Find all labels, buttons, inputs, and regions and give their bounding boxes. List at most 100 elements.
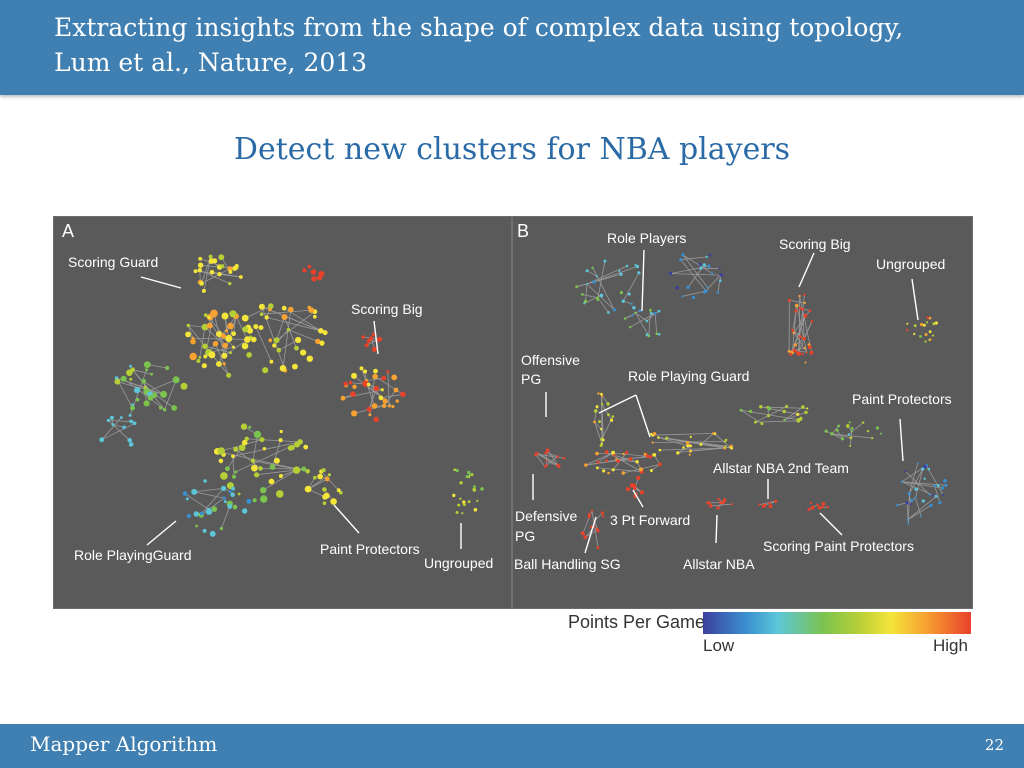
role-players-left-node [618, 269, 621, 272]
role-guard-cyan-edge [184, 493, 210, 510]
central-yellow-node [189, 352, 197, 361]
paint-protectors-b-node [914, 496, 917, 499]
role-players-base-node [657, 309, 661, 313]
allstar-nba-node [716, 506, 720, 510]
paint-protectors-b-node [931, 494, 935, 497]
role-players-left-node [591, 266, 594, 269]
role-players-left-node [585, 269, 589, 273]
upper-chain-node [767, 414, 770, 418]
upper-chain-node [804, 410, 808, 414]
left-green-edge [132, 369, 152, 375]
central-yellow-edge [218, 338, 230, 365]
label-ungrouped-b: Ungrouped [876, 256, 945, 272]
role-guard-cyan-node [203, 479, 207, 483]
right-orange-node [362, 380, 369, 387]
role-players-right-node [703, 291, 706, 294]
central-yellow-node [241, 342, 249, 350]
offensive-pg-edge [535, 454, 546, 467]
middle-chain-edge [659, 447, 725, 451]
role-players-right-node [705, 255, 708, 258]
role-guard-cyan-node [232, 504, 238, 510]
paint-protectors-b-node [921, 499, 925, 503]
label-scoring-paint-protectors: Scoring Paint Protectors [763, 538, 914, 554]
role-guard-cyan-node [222, 496, 226, 500]
scoring-paint-node [810, 505, 815, 510]
paint-protectors-b-node [938, 501, 942, 505]
left-green-node [129, 377, 133, 381]
ball-handling-sg-node [590, 525, 593, 529]
far-left-cyan-node [122, 425, 126, 430]
allstar-nba-node [730, 503, 733, 506]
title-bar: Extracting insights from the shape of co… [0, 0, 1024, 95]
role-players-base-node [634, 311, 637, 314]
network-diagram-svg: A Scoring Guard Scoring Big Role Playing… [62, 217, 952, 608]
paint-protectors-b-edge [915, 497, 922, 517]
scoring-guard-node [198, 256, 203, 261]
lower-green-edge [252, 434, 258, 461]
mid-yellow-node [258, 325, 264, 331]
left-green-edge [123, 378, 165, 411]
lower-green-edge [262, 469, 297, 491]
right-orange-node [359, 366, 364, 371]
lower-green-node [276, 490, 284, 498]
right-orange-node [351, 372, 357, 379]
scoring-big-b-node [794, 303, 799, 308]
role-guard-cyan-node [211, 506, 218, 512]
role-players-right-edge [670, 265, 709, 274]
role-guard-cyan-node [246, 498, 252, 504]
lower-green-node [273, 457, 280, 464]
guard-chain-node [625, 451, 629, 455]
lower-green-node [259, 437, 265, 443]
lower-green-node [251, 464, 258, 472]
mid-yellow-node [268, 338, 273, 343]
paint-protectors-b-node [944, 483, 948, 487]
label-allstar-2nd: Allstar NBA 2nd Team [713, 460, 849, 476]
offensive-pg-node [562, 456, 566, 460]
ungrouped-b-node [926, 316, 929, 319]
right-chain-node [841, 437, 844, 441]
lower-green-node [289, 444, 295, 451]
left-green-node [135, 397, 140, 402]
ungrouped-a-node [455, 469, 459, 473]
lower-green-node [244, 436, 249, 441]
guard-chain-node [628, 457, 633, 461]
ball-handling-sg-node [595, 528, 600, 532]
paint-protectors-b-node [923, 477, 926, 480]
role-guard-b-stem-node [599, 444, 603, 447]
right-orange-node [343, 381, 348, 386]
ungrouped-a-node [472, 487, 477, 492]
guard-chain-node [648, 455, 653, 459]
right-orange-node [378, 395, 384, 401]
mid-yellow-node [242, 326, 249, 333]
lower-green-node [260, 487, 267, 494]
upper-chain-node [801, 405, 805, 409]
offensive-pg-edge [545, 452, 558, 457]
role-guard-cyan-node [199, 511, 204, 516]
pointer-role-playing-guard-b-2 [635, 394, 651, 438]
right-orange-node [372, 373, 378, 380]
role-guard-cyan-node [230, 492, 235, 498]
role-players-base-node [631, 314, 634, 317]
lower-green-node [252, 498, 257, 503]
mapper-network-figure: A Scoring Guard Scoring Big Role Playing… [53, 216, 973, 609]
scoring-big-b-node [801, 307, 805, 311]
ungrouped-a-node [465, 475, 469, 479]
scoring-big-a-node [364, 343, 369, 348]
ungrouped-b-node [928, 330, 932, 334]
role-players-left-node [599, 293, 604, 298]
legend-title: Points Per Game [568, 612, 706, 632]
pointer-scoring-big-a [373, 320, 379, 355]
central-yellow-node [221, 352, 228, 359]
role-players-right-node [704, 289, 708, 293]
mid-yellow-node [258, 303, 265, 310]
role-players-left-node [596, 297, 600, 301]
role-guard-cyan-edge [200, 497, 225, 516]
right-chain-node [830, 432, 834, 436]
scoring-guard-edge [201, 268, 230, 284]
footer-title: Mapper Algorithm [30, 732, 218, 756]
role-guard-cyan-edge [201, 488, 224, 514]
ungrouped-b-node [906, 328, 909, 332]
ball-handling-sg-node [590, 509, 594, 512]
paint-protectors-b-node [933, 484, 936, 488]
role-players-left-node [583, 299, 588, 304]
